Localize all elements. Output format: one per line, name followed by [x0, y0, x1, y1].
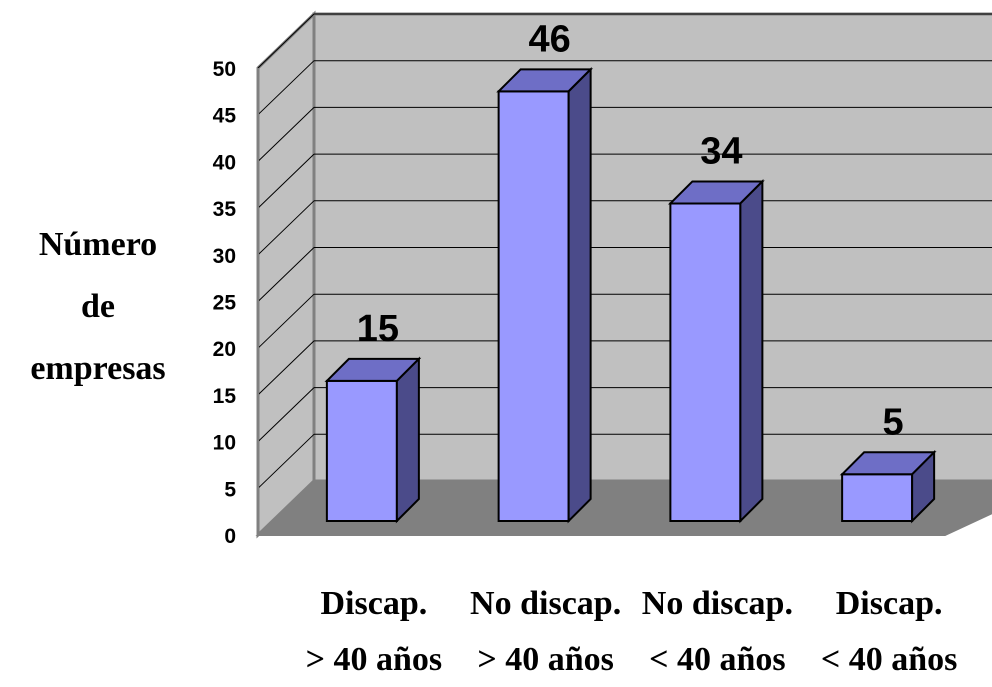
bar-front [325, 379, 398, 522]
category-label: No discap. [642, 585, 793, 622]
y-tick-label: 40 [213, 151, 236, 174]
y-tick-label: 15 [213, 385, 237, 408]
category-label: < 40 años [821, 641, 958, 678]
bar-side [911, 449, 936, 524]
gridline-diagonal [257, 340, 315, 396]
gridline-diagonal [257, 247, 315, 302]
category-label: Discap. [321, 585, 428, 622]
category-label: No discap. [470, 585, 621, 622]
gridline-diagonal [257, 60, 315, 116]
data-label: 34 [700, 130, 742, 172]
data-label: 46 [528, 18, 570, 60]
bar-front [669, 202, 742, 522]
data-label: 15 [357, 308, 399, 350]
category-label: > 40 años [477, 641, 614, 678]
bar-side [739, 179, 764, 524]
y-axis-title-line: de [81, 288, 115, 325]
category-label: < 40 años [649, 641, 786, 678]
y-tick-label: 45 [213, 105, 237, 128]
y-tick-label: 35 [213, 198, 237, 221]
bar [324, 356, 422, 524]
y-axis-title-line: Número [39, 226, 157, 263]
category-labels: Discap. > 40 años No discap. > 40 años No di… [306, 585, 958, 678]
y-tick-label: 5 [224, 478, 236, 501]
gridline-diagonal [257, 293, 315, 349]
y-tick-label: 20 [213, 338, 236, 361]
bar-front [497, 90, 570, 523]
bar [839, 449, 937, 524]
gridline-diagonal [257, 433, 315, 489]
floor [255, 480, 992, 536]
y-axis-title: Número de empresas [30, 226, 165, 387]
y-tick-label: 10 [213, 432, 236, 455]
bar [667, 179, 765, 524]
y-axis: 0 5 10 15 20 25 30 35 40 45 50 [213, 58, 259, 548]
y-axis-title-line: empresas [30, 350, 165, 387]
gridline-diagonal [257, 13, 315, 69]
bar-side [567, 66, 592, 524]
gridline-diagonal [257, 107, 315, 162]
bar-side [395, 356, 420, 524]
y-tick-label: 30 [213, 245, 236, 268]
category-label: Discap. [836, 585, 943, 622]
category-label: > 40 años [306, 641, 443, 678]
bar [496, 66, 594, 524]
gridline-diagonal [257, 153, 315, 209]
data-label: 5 [883, 401, 904, 443]
y-tick-label: 25 [213, 292, 237, 315]
gridline-diagonal [257, 387, 315, 442]
gridline-diagonal [257, 200, 315, 256]
y-tick-label: 0 [224, 525, 236, 548]
data-labels: 15 46 34 5 [357, 18, 904, 443]
bar-front [841, 473, 914, 522]
bars [324, 66, 937, 524]
y-tick-label: 50 [213, 58, 236, 81]
